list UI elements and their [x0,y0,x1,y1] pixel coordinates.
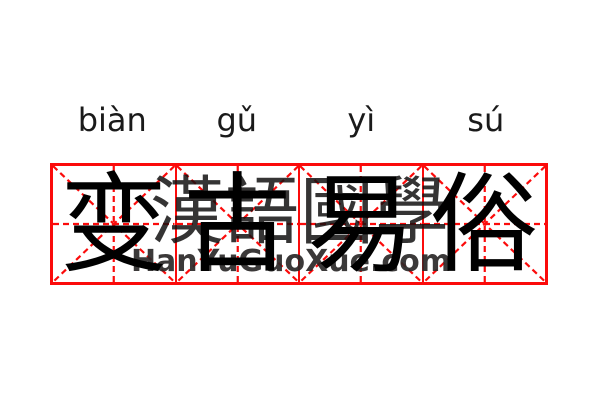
grid-cell-3: 易 [300,166,424,282]
cell-guide-lines-icon [424,166,546,282]
practice-grid: 变 古 易 [50,163,548,285]
cell-guide-lines-icon [177,166,299,282]
cell-guide-lines-icon [53,166,175,282]
pinyin-syllable-2: gǔ [216,101,258,139]
grid-cell-2: 古 [177,163,300,288]
pinyin-syllable-3: yì [347,101,376,139]
hanzi-character-3: 易 [306,163,415,288]
grid-cell-1: 变 [53,166,177,282]
cell-guide-lines-icon [300,166,422,282]
watermark-site-name: 漢語國學 [150,169,450,255]
watermark-site-url: HanYuGuoXue.com [130,244,452,279]
hanzi-character-1: 变 [59,163,168,288]
pinyin-syllable-1: biàn [77,101,147,139]
pinyin-syllable-4: sú [467,101,505,139]
hanzi-character-4: 俗 [430,163,539,288]
hanzi-character-2: 古 [183,163,292,288]
grid-cell-4: 俗 [424,166,546,282]
pinyin-row: biàn gǔ yì sú [50,103,548,137]
